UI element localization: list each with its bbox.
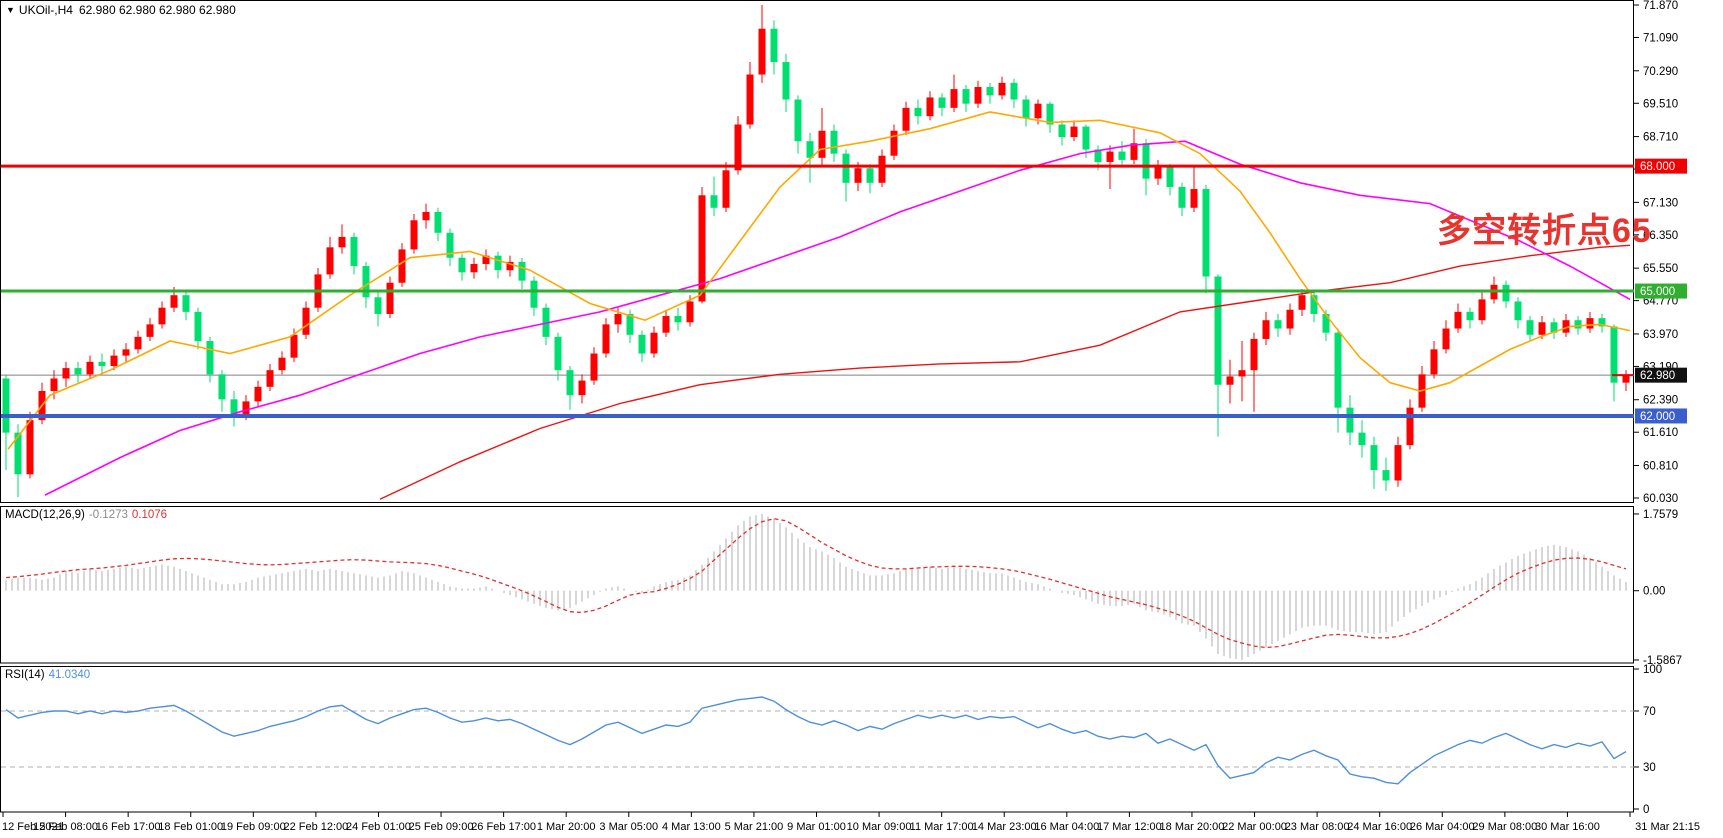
candles-layer (2, 5, 1630, 498)
svg-text:1.7579: 1.7579 (1643, 509, 1678, 521)
macd-signal-value: 0.1076 (131, 509, 168, 521)
svg-text:68.000: 68.000 (1640, 161, 1675, 173)
svg-text:65.000: 65.000 (1640, 286, 1675, 298)
svg-text:71.090: 71.090 (1643, 32, 1678, 44)
svg-text:26 Mar 04:00: 26 Mar 04:00 (1410, 821, 1475, 833)
svg-text:70: 70 (1643, 706, 1656, 718)
rsi-indicator-label: RSI(14) 41.0340 (5, 669, 94, 681)
svg-text:70.290: 70.290 (1643, 66, 1678, 78)
svg-text:5 Mar 21:00: 5 Mar 21:00 (725, 821, 784, 833)
svg-text:30: 30 (1643, 762, 1656, 774)
svg-text:19 Feb 09:00: 19 Feb 09:00 (221, 821, 286, 833)
svg-text:17 Mar 12:00: 17 Mar 12:00 (1097, 821, 1162, 833)
svg-text:1 Mar 20:00: 1 Mar 20:00 (537, 821, 596, 833)
svg-text:62.000: 62.000 (1640, 411, 1675, 423)
symbol-info: ▼ UKOil-,H4 62.980 62.980 62.980 62.980 (6, 3, 236, 17)
svg-text:67.130: 67.130 (1643, 197, 1678, 209)
svg-text:62.980: 62.980 (1640, 370, 1675, 382)
macd-main-value: -0.1273 (88, 509, 128, 521)
svg-text:0.00: 0.00 (1643, 586, 1665, 598)
svg-text:29 Mar 08:00: 29 Mar 08:00 (1472, 821, 1537, 833)
macd-name: MACD(12,26,9) (5, 509, 85, 521)
svg-text:22 Mar 00:00: 22 Mar 00:00 (1222, 821, 1287, 833)
svg-text:22 Feb 12:00: 22 Feb 12:00 (283, 821, 348, 833)
svg-text:16 Mar 04:00: 16 Mar 04:00 (1034, 821, 1099, 833)
svg-text:62.390: 62.390 (1643, 395, 1678, 407)
macd-histogram (5, 513, 1627, 660)
ma-slow-line (379, 244, 1631, 500)
svg-text:68.710: 68.710 (1643, 132, 1678, 144)
svg-text:18 Feb 01:00: 18 Feb 01:00 (158, 821, 223, 833)
horizontal-levels[interactable] (1, 164, 1634, 418)
svg-text:3 Mar 05:00: 3 Mar 05:00 (599, 821, 658, 833)
svg-text:60.810: 60.810 (1643, 461, 1678, 473)
svg-text:14 Mar 23:00: 14 Mar 23:00 (972, 821, 1037, 833)
rsi-value: 41.0340 (48, 669, 91, 681)
svg-text:30 Mar 16:00: 30 Mar 16:00 (1535, 821, 1600, 833)
price-axis[interactable]: 71.87071.09070.29069.51068.71067.93067.1… (1634, 0, 1682, 816)
svg-text:4 Mar 13:00: 4 Mar 13:00 (662, 821, 721, 833)
svg-text:10 Mar 09:00: 10 Mar 09:00 (847, 821, 912, 833)
svg-text:24 Feb 01:00: 24 Feb 01:00 (346, 821, 411, 833)
svg-text:71.870: 71.870 (1643, 0, 1678, 12)
rsi-line (5, 696, 1627, 785)
svg-text:64.770: 64.770 (1643, 296, 1678, 308)
macd-indicator-label: MACD(12,26,9) -0.1273 0.1076 (5, 509, 171, 521)
svg-text:100: 100 (1643, 664, 1662, 676)
svg-text:9 Mar 01:00: 9 Mar 01:00 (787, 821, 846, 833)
svg-text:23 Mar 08:00: 23 Mar 08:00 (1285, 821, 1350, 833)
symbol-name: UKOil-,H4 (18, 3, 73, 17)
symbol-dropdown-icon[interactable]: ▼ (6, 5, 15, 15)
svg-text:0: 0 (1643, 804, 1649, 816)
svg-text:-1.5867: -1.5867 (1643, 655, 1682, 667)
svg-text:11 Mar 17:00: 11 Mar 17:00 (910, 821, 974, 833)
svg-text:15 Feb 08:00: 15 Feb 08:00 (33, 821, 98, 833)
svg-text:69.510: 69.510 (1643, 98, 1678, 110)
svg-text:61.610: 61.610 (1643, 427, 1678, 439)
svg-text:16 Feb 17:00: 16 Feb 17:00 (96, 821, 161, 833)
ma-mid-line (44, 140, 1631, 496)
svg-text:60.030: 60.030 (1643, 493, 1678, 505)
symbol-ohlc-values: 62.980 62.980 62.980 62.980 (78, 3, 236, 17)
rsi-name: RSI(14) (5, 669, 45, 681)
svg-text:63.970: 63.970 (1643, 329, 1678, 341)
ma-fast-line (7, 111, 1631, 450)
svg-text:18 Mar 20:00: 18 Mar 20:00 (1160, 821, 1225, 833)
svg-text:66.350: 66.350 (1643, 230, 1678, 242)
svg-text:12 Feb 2021: 12 Feb 2021 (2, 821, 64, 833)
trend-annotation[interactable]: 多空转折点65 (1437, 212, 1652, 250)
svg-text:65.550: 65.550 (1643, 263, 1678, 275)
price-badges: 68.000 65.000 62.000 62.980 (1635, 158, 1687, 424)
svg-text:26 Feb 17:00: 26 Feb 17:00 (471, 821, 536, 833)
svg-text:25 Feb 09:00: 25 Feb 09:00 (409, 821, 474, 833)
svg-text:31 Mar 21:15: 31 Mar 21:15 (1635, 821, 1700, 833)
svg-text:24 Mar 16:00: 24 Mar 16:00 (1347, 821, 1412, 833)
